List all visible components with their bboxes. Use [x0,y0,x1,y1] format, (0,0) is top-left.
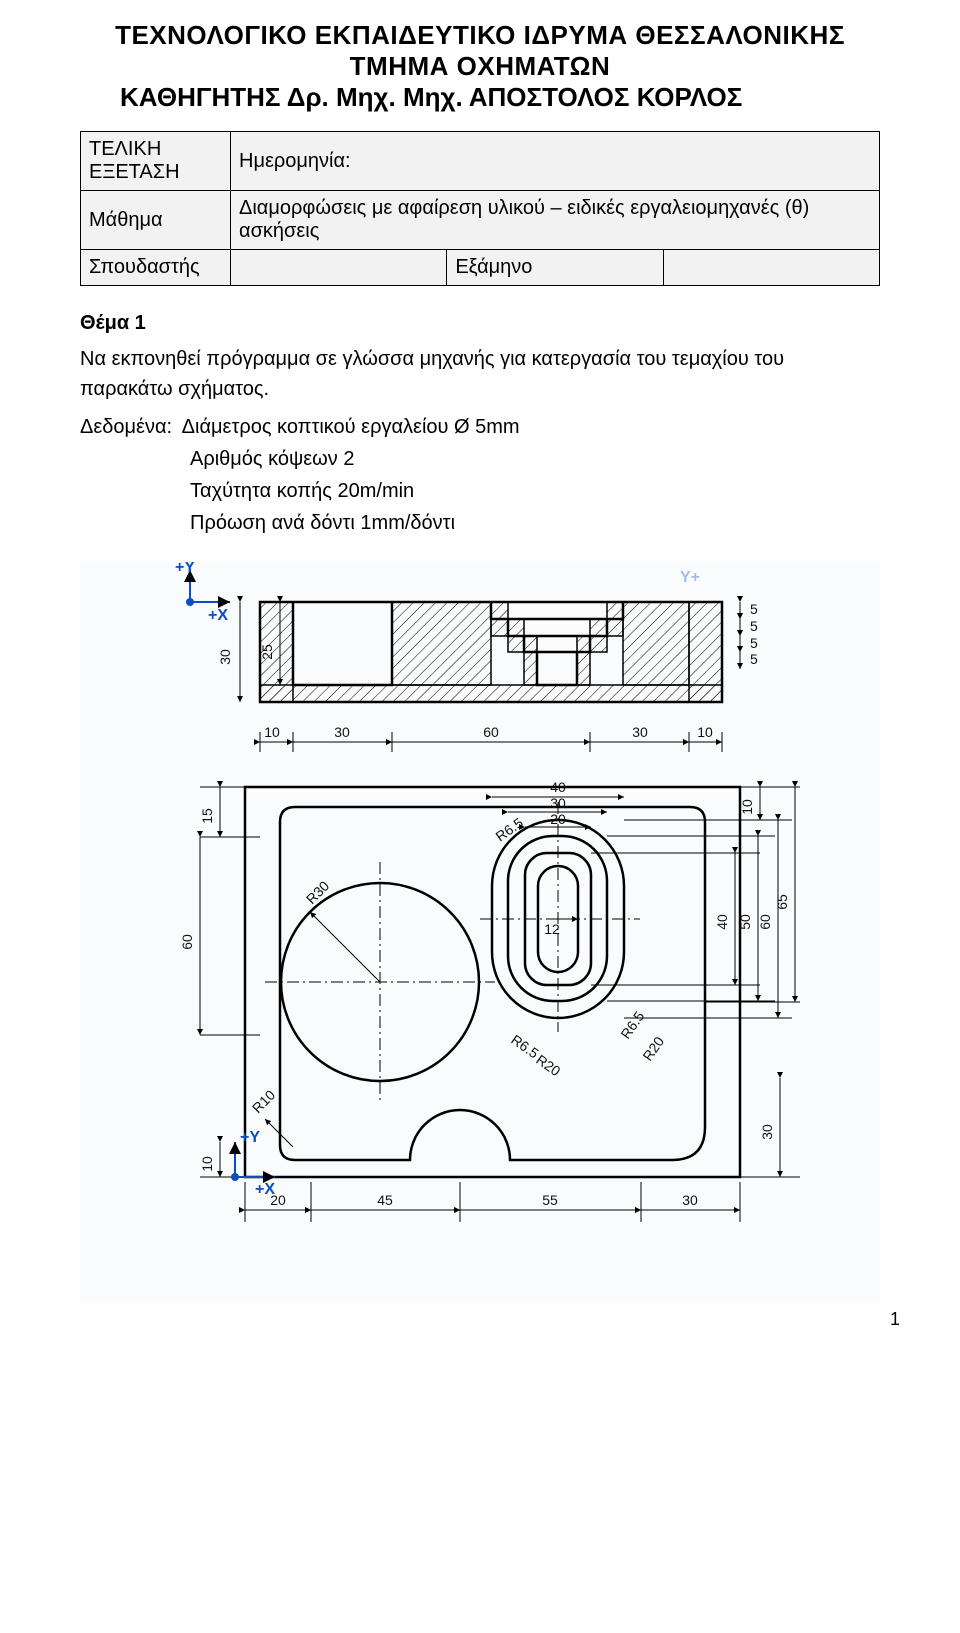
header-institute: ΤΕΧΝΟΛΟΓΙΚΟ ΕΚΠΑΙΔΕΥΤΙΚΟ ΙΔΡΥΜΑ ΘΕΣΣΑΛΟΝ… [80,20,880,51]
svg-text:30: 30 [759,1124,775,1140]
technical-drawing: 30 25 5 5 5 5 +Y +X [80,562,880,1302]
svg-text:40: 40 [714,914,730,930]
svg-text:30: 30 [217,649,233,665]
page-number: 1 [890,1309,900,1330]
svg-text:Y+: Y+ [680,569,700,586]
svg-text:25: 25 [259,644,275,660]
svg-text:50: 50 [737,914,753,930]
svg-text:+Y: +Y [240,1129,260,1146]
data-label: Δεδομένα: [80,416,172,438]
data-tool-diameter: Διάμετρος κοπτικού εργαλείου Ø 5mm [182,416,520,438]
student-label: Σπουδαστής [81,250,231,286]
svg-text:12: 12 [544,921,560,937]
svg-text:10: 10 [264,724,280,740]
exam-label: ΤΕΛΙΚΗ ΕΞΕΤΑΣΗ [81,132,231,191]
svg-text:+Y: +Y [175,562,195,576]
topic-title: Θέμα 1 [80,308,880,338]
svg-text:60: 60 [483,724,499,740]
svg-text:5: 5 [750,618,758,634]
subject-label: Μάθημα [81,191,231,250]
svg-text:20: 20 [550,811,566,827]
student-value [231,250,447,286]
svg-text:5: 5 [750,635,758,651]
svg-text:5: 5 [750,601,758,617]
svg-text:45: 45 [377,1192,393,1208]
svg-text:5: 5 [750,651,758,667]
data-flutes: Αριθμός κόψεων 2 [190,444,880,474]
subject-value: Διαμορφώσεις με αφαίρεση υλικού – ειδικέ… [231,191,880,250]
svg-text:10: 10 [199,1156,215,1172]
svg-text:30: 30 [550,795,566,811]
svg-text:65: 65 [774,894,790,910]
task-body: Θέμα 1 Να εκπονηθεί πρόγραμμα σε γλώσσα … [80,308,880,538]
svg-text:60: 60 [179,934,195,950]
document-header: ΤΕΧΝΟΛΟΓΙΚΟ ΕΚΠΑΙΔΕΥΤΙΚΟ ΙΔΡΥΜΑ ΘΕΣΣΑΛΟΝ… [80,20,880,113]
svg-text:30: 30 [334,724,350,740]
svg-text:55: 55 [542,1192,558,1208]
semester-label: Εξάμηνο [447,250,663,286]
svg-text:10: 10 [739,799,755,815]
svg-text:40: 40 [550,779,566,795]
svg-text:60: 60 [757,914,773,930]
svg-text:+X: +X [208,607,228,624]
data-feed: Πρόωση ανά δόντι 1mm/δόντι [190,508,880,538]
svg-text:15: 15 [199,808,215,824]
task-text: Να εκπονηθεί πρόγραμμα σε γλώσσα μηχανής… [80,344,880,404]
info-table: ΤΕΛΙΚΗ ΕΞΕΤΑΣΗ Ημερομηνία: Μάθημα Διαμορ… [80,131,880,286]
header-professor-name: ΑΠΟΣΤΟΛΟΣ ΚΟΡΛΟΣ [469,82,743,113]
svg-text:30: 30 [632,724,648,740]
data-cutting-speed: Ταχύτητα κοπής 20m/min [190,476,880,506]
svg-text:+X: +X [255,1181,275,1198]
header-department: ΤΜΗΜΑ ΟΧΗΜΑΤΩΝ [80,51,880,82]
semester-value [663,250,879,286]
svg-text:30: 30 [682,1192,698,1208]
date-label: Ημερομηνία: [231,132,880,191]
header-professor-title: ΚΑΘΗΓΗΤΗΣ Δρ. Μηχ. Μηχ. [120,82,463,113]
svg-text:10: 10 [697,724,713,740]
